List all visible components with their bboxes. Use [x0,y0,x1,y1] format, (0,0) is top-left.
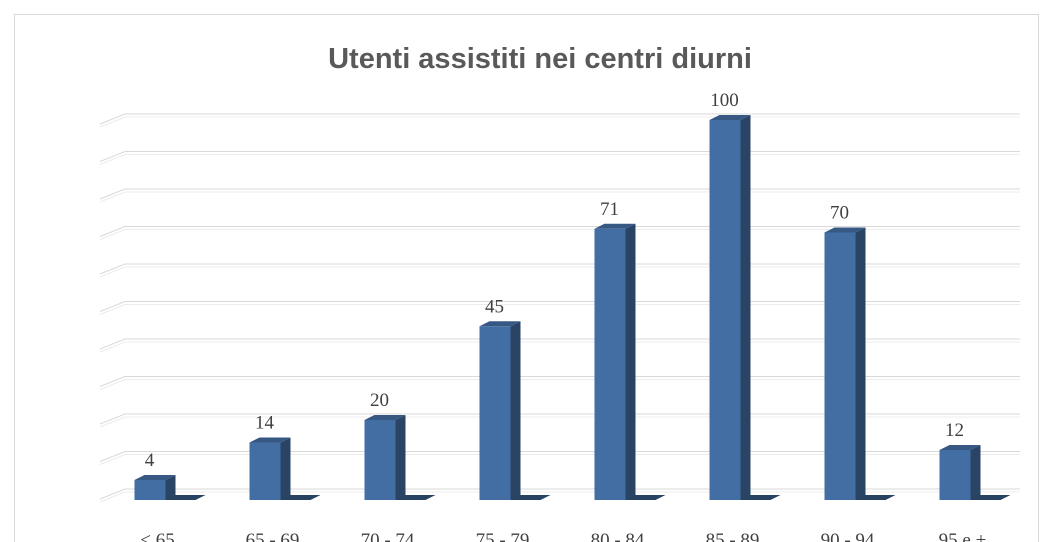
bar-floor [970,495,1011,500]
data-label: 12 [945,420,964,441]
data-label: 71 [600,199,619,220]
bar-floor [740,495,781,500]
bar [364,420,396,500]
bar-side [280,437,291,500]
data-label: 100 [710,90,739,111]
bar-floor [165,495,206,500]
chart-border [14,14,1039,542]
grid-line [99,113,1020,125]
data-label: 70 [830,203,849,224]
bar-side [855,227,866,500]
bar-floor [395,495,436,500]
bar-floor [625,495,666,500]
bar-floor [510,495,551,500]
bar-side [510,321,521,500]
bar [594,228,626,500]
x-tick-label: 65 - 69 [246,530,300,542]
data-label: 20 [370,390,389,411]
x-tick-label: 95 e + [939,530,987,542]
data-label: 14 [255,413,275,434]
x-tick-label: 70 - 74 [361,530,415,542]
bar-top [709,115,751,120]
bar-side [165,475,176,500]
x-tick-label: 80 - 84 [591,530,645,542]
bar-top [939,445,981,450]
bar [709,120,741,500]
bar [939,450,971,500]
bar [134,480,166,500]
bar-side [625,223,636,500]
bar [824,232,856,500]
bar-top [594,223,636,229]
bar-side [740,115,751,500]
x-tick-label: 90 - 94 [821,530,875,542]
x-tick-label: 85 - 89 [706,530,760,542]
bar-top [134,475,176,480]
x-tick-label: 75 - 79 [476,530,530,542]
x-tick-label: < 65 [140,530,174,542]
data-label: 45 [485,296,504,317]
bar-top [479,321,521,327]
bar-side [970,445,981,500]
bar-top [364,415,406,420]
bar-side [395,415,406,500]
bar-top [249,437,291,443]
bar [479,326,511,500]
chart-title: Utenti assistiti nei centri diurni [328,43,752,75]
data-label: 4 [145,450,155,471]
bar [249,442,281,500]
bar-top [824,227,866,233]
bar-floor [855,495,896,500]
bar-floor [280,495,321,500]
